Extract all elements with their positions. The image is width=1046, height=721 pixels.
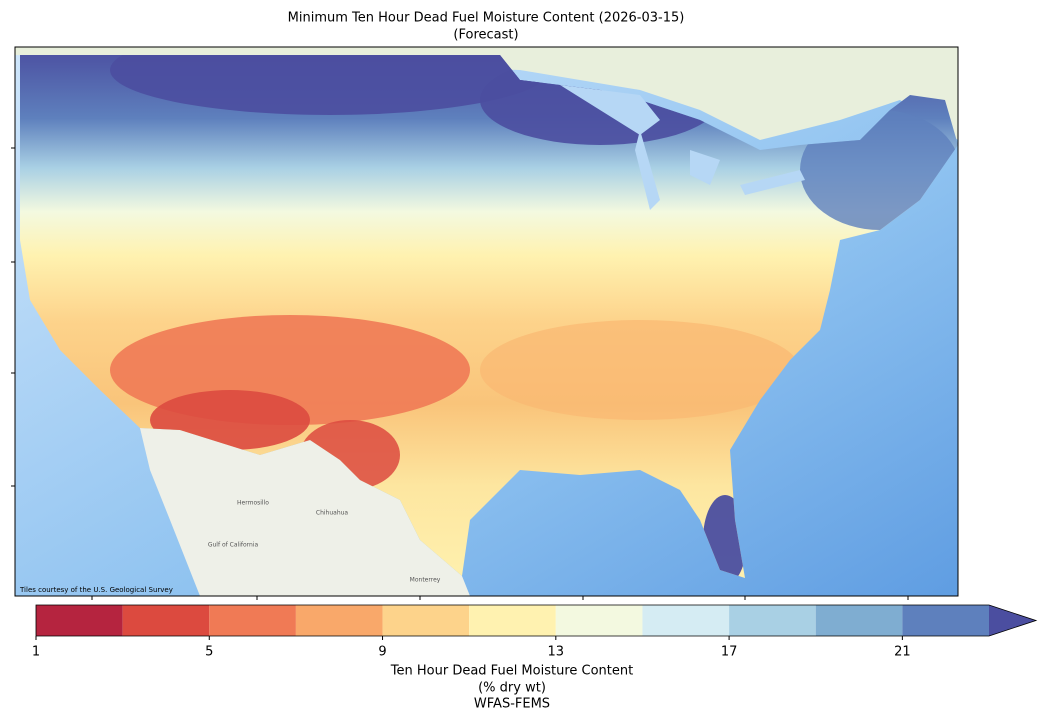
place-label: Hermosillo xyxy=(237,500,269,507)
colorbar-bin xyxy=(642,605,730,636)
place-label: Gulf of California xyxy=(208,542,259,549)
colorbar-tick-label: 17 xyxy=(721,645,738,660)
colorbar-bin xyxy=(469,605,556,636)
place-label: Monterrey xyxy=(410,577,441,584)
colorbar-tick-label: 13 xyxy=(548,645,565,660)
colorbar-bin xyxy=(36,605,123,636)
map-subtitle: (Forecast) xyxy=(453,28,518,43)
colorbar-bin xyxy=(122,605,210,636)
colorbar-tick-label: 1 xyxy=(32,645,40,660)
map: Tiles courtesy of the U.S. Geological Su… xyxy=(15,47,958,596)
map-frame xyxy=(14,46,959,597)
map-title: Minimum Ten Hour Dead Fuel Moisture Cont… xyxy=(288,11,685,26)
colorbar-bin xyxy=(295,605,383,636)
axis-ticks xyxy=(11,147,909,600)
mexico xyxy=(140,428,470,596)
attribution: Tiles courtesy of the U.S. Geological Su… xyxy=(19,586,173,594)
colorbar-label: (% dry wt) xyxy=(478,681,546,696)
colorbar-tick-label: 5 xyxy=(205,645,213,660)
colorbar-bin xyxy=(382,605,470,636)
colorbar-bin xyxy=(555,605,643,636)
colorbar-tick-label: 21 xyxy=(894,645,911,660)
colorbar-label: Ten Hour Dead Fuel Moisture Content xyxy=(390,664,633,679)
place-label: Chihuahua xyxy=(316,510,349,517)
colorbar-outline xyxy=(35,604,1038,637)
colorbar-bin xyxy=(209,605,296,636)
colorbar-bin xyxy=(729,605,816,636)
colorbar-bin xyxy=(902,605,989,636)
colorbar-bin xyxy=(815,605,903,636)
colorbar-tick-label: 9 xyxy=(378,645,386,660)
great-lakes xyxy=(560,85,805,210)
canada xyxy=(15,47,958,140)
colorbar-extend xyxy=(989,605,1036,636)
colorbar-source: WFAS-FEMS xyxy=(474,697,550,712)
